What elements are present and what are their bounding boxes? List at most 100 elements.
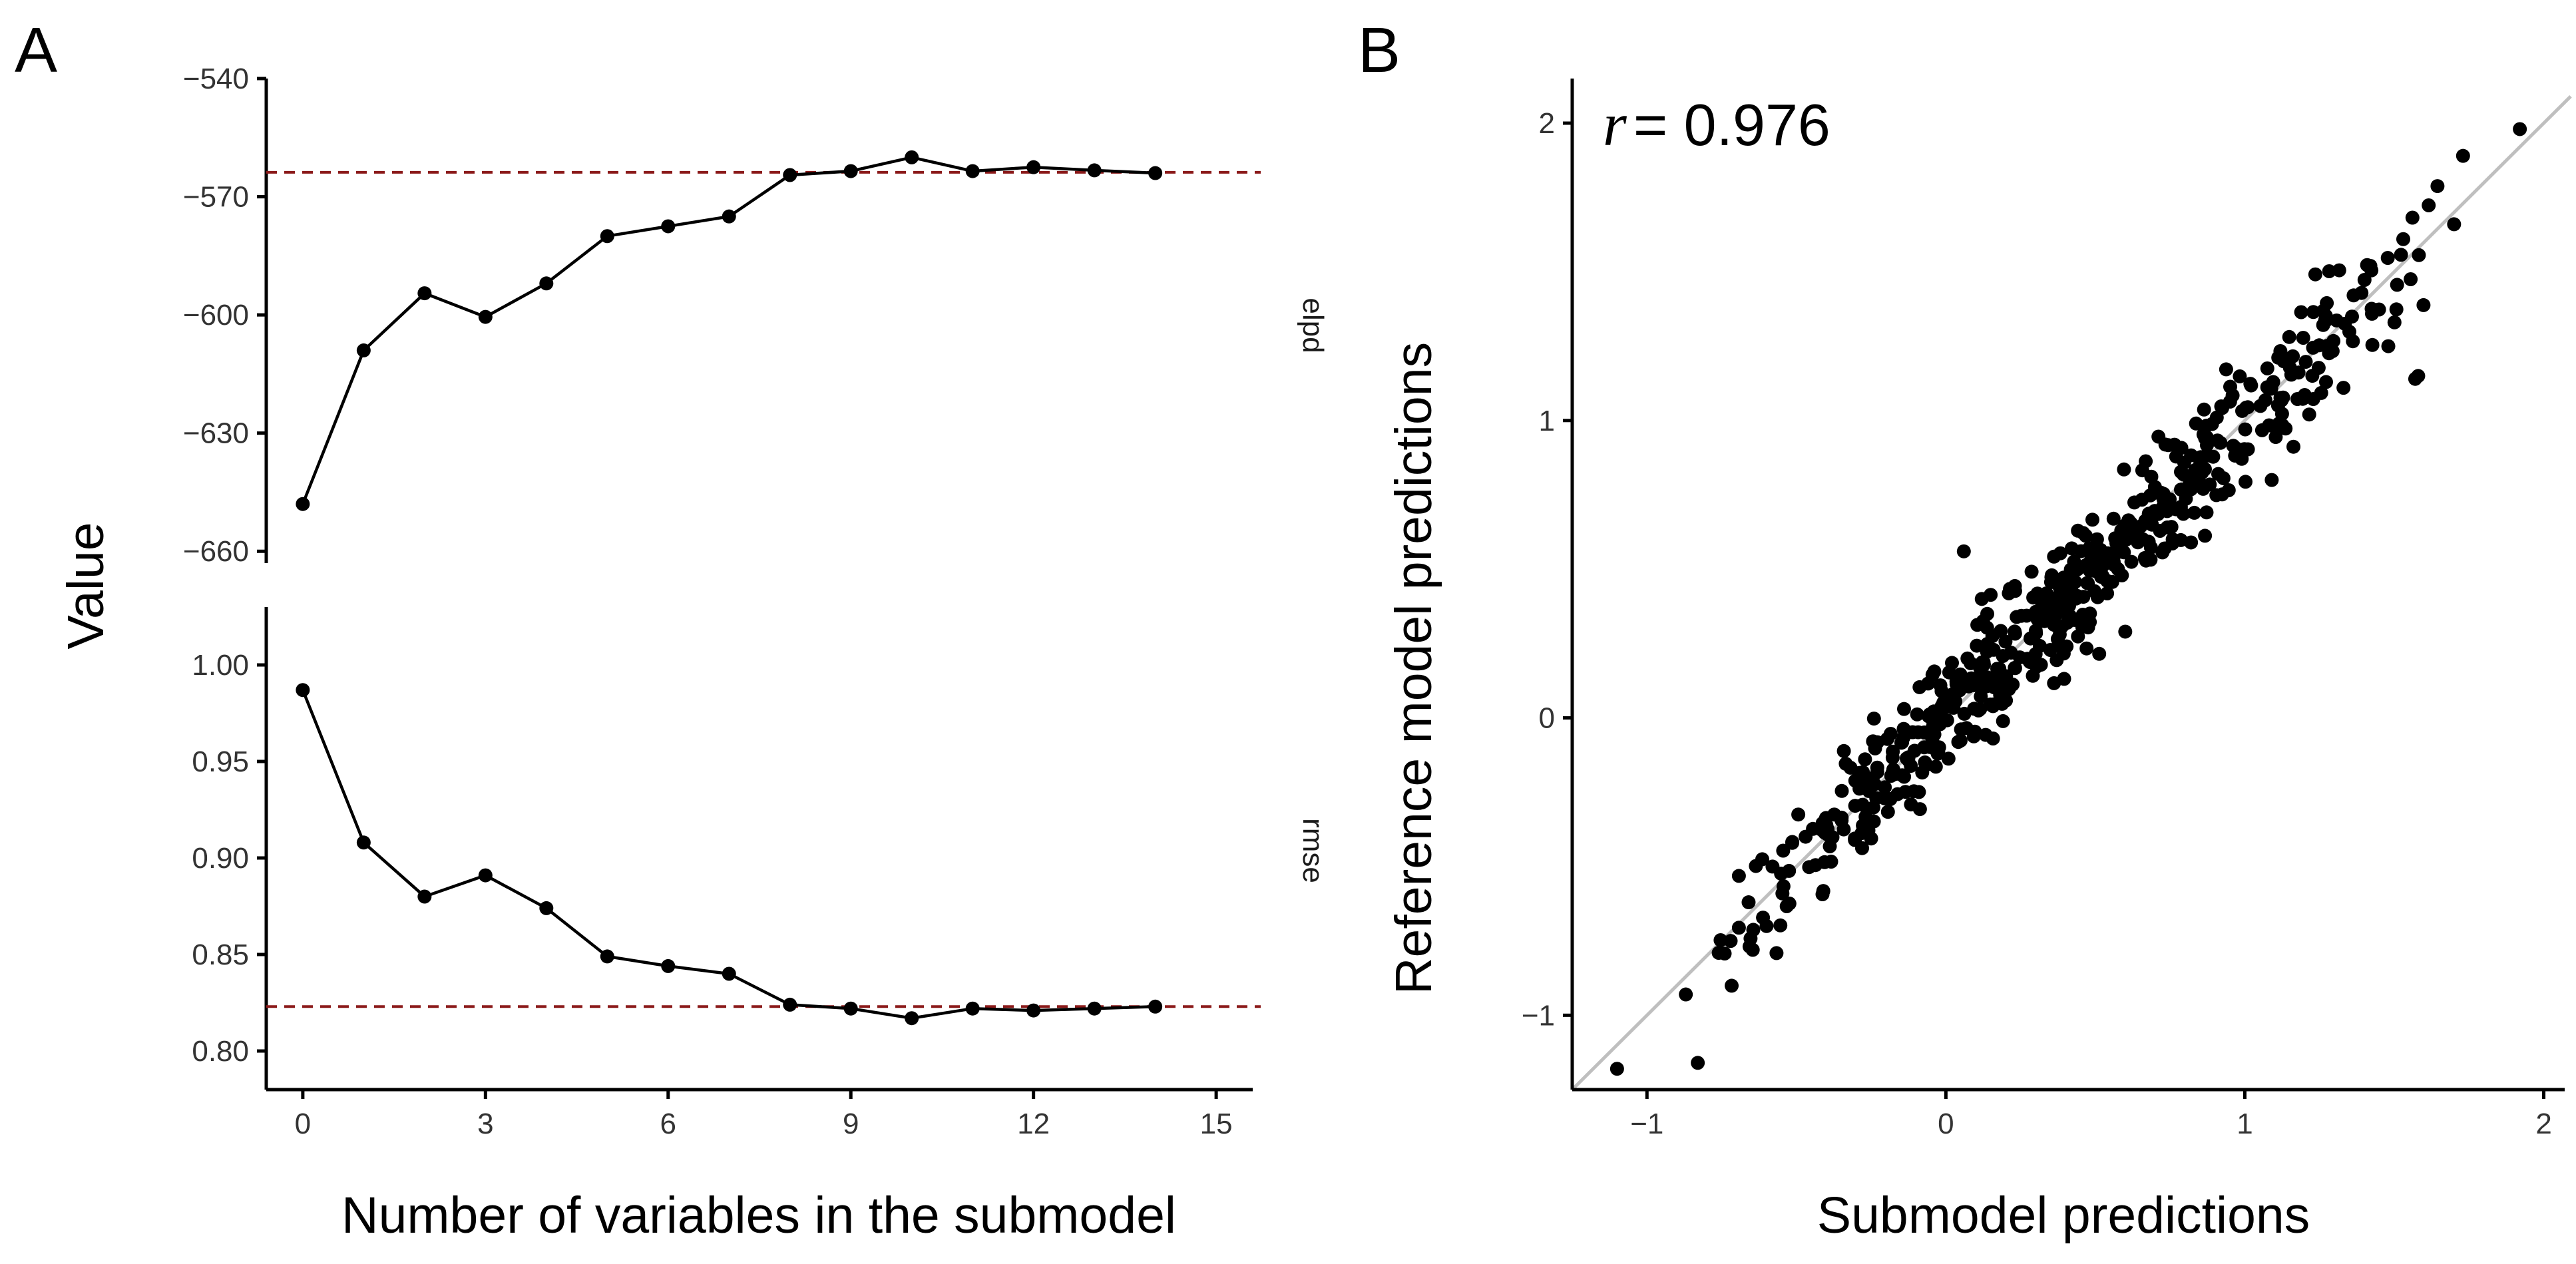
- scatter-point: [1964, 656, 1978, 670]
- scatter-point: [1866, 800, 1880, 815]
- scatter-point: [2002, 682, 2016, 696]
- scatter-point: [1966, 729, 1981, 743]
- scatter-point: [2322, 264, 2336, 278]
- scatter-point: [2193, 477, 2207, 492]
- scatter-point: [1817, 855, 1832, 869]
- scatter-point: [1890, 787, 1905, 801]
- elpd-point: [417, 286, 432, 301]
- scatter-point: [2302, 407, 2316, 422]
- scatter-point: [2336, 381, 2351, 395]
- rmse-y-axis: 1.00 0.95 0.90 0.85 0.80: [192, 607, 268, 1090]
- rmse-point: [1087, 1001, 1102, 1016]
- panel-letter-b: B: [1358, 15, 1400, 86]
- scatter-point: [2239, 475, 2253, 489]
- scatter-point: [1866, 814, 1881, 829]
- scatter-point: [2253, 399, 2268, 413]
- elpd-point: [843, 164, 858, 178]
- scatter-point: [2316, 317, 2330, 332]
- scatter-point: [1918, 755, 1932, 769]
- scatter-point: [1723, 934, 1738, 948]
- rmse-point: [783, 997, 797, 1012]
- panel-letter-a: A: [15, 15, 57, 86]
- scatter-point: [1967, 702, 1982, 716]
- scatter-point: [1934, 699, 1949, 714]
- elpd-point: [1087, 163, 1102, 178]
- scatter-points: [1610, 122, 2527, 1076]
- scatter-point: [2206, 449, 2221, 464]
- scatter-point: [1610, 1062, 1624, 1076]
- scatter-point: [2029, 626, 2043, 640]
- scatter-point: [2117, 462, 2131, 477]
- scatter-point: [2184, 535, 2199, 550]
- scatter-point: [2389, 302, 2404, 317]
- scatter-point: [2083, 563, 2097, 578]
- panel-b-y-tick-label: 1: [1539, 405, 1555, 437]
- scatter-point: [2065, 541, 2079, 556]
- panel-b-x-axis-title: Submodel predictions: [1817, 1187, 2310, 1244]
- scatter-point: [2404, 272, 2418, 286]
- scatter-point: [2135, 463, 2149, 478]
- panel-a-x-tick-label: 15: [1200, 1108, 1233, 1140]
- scatter-point: [1731, 921, 1746, 935]
- scatter-point: [1910, 707, 1924, 722]
- scatter-point: [1834, 783, 1849, 798]
- scatter-point: [1978, 728, 1993, 742]
- elpd-point: [356, 343, 371, 357]
- scatter-point: [1870, 735, 1884, 749]
- rmse-point: [539, 901, 554, 915]
- scatter-point: [2346, 288, 2361, 303]
- scatter-point: [1994, 624, 2008, 638]
- scatter-point: [1769, 946, 1784, 960]
- scatter-point: [1819, 818, 1834, 833]
- scatter-point: [2100, 574, 2115, 588]
- panel-a: Value Number of variables in the submode…: [57, 63, 1329, 1244]
- elpd-y-tick-label: −660: [183, 535, 249, 568]
- scatter-point: [2381, 339, 2396, 353]
- scatter-point: [1746, 923, 1761, 937]
- scatter-point: [2238, 422, 2253, 437]
- scatter-point: [2210, 433, 2225, 448]
- scatter-point: [2264, 473, 2279, 487]
- correlation-annotation: r = 0.976: [1603, 91, 1830, 158]
- scatter-point: [2008, 584, 2022, 598]
- elpd-point: [539, 276, 554, 291]
- panel-b-x-tick-label: 0: [1938, 1108, 1954, 1140]
- scatter-point: [1886, 762, 1900, 777]
- scatter-point: [1791, 807, 1806, 822]
- scatter-point: [1945, 656, 1959, 670]
- elpd-y-tick-label: −630: [183, 417, 249, 450]
- scatter-point: [1815, 887, 1830, 901]
- scatter-point: [2121, 513, 2136, 528]
- scatter-point: [1741, 895, 1756, 910]
- rmse-point: [905, 1011, 919, 1026]
- scatter-point: [1974, 689, 1988, 704]
- scatter-point: [1782, 897, 1797, 911]
- scatter-point: [1897, 769, 1912, 784]
- scatter-point: [2092, 646, 2107, 661]
- panel-b-y-tick-label: 0: [1539, 702, 1555, 735]
- rmse-point: [965, 1001, 980, 1016]
- scatter-point: [2199, 505, 2214, 520]
- scatter-point: [1924, 728, 1938, 742]
- elpd-points: [296, 150, 1163, 511]
- rmse-point: [356, 835, 371, 850]
- scatter-point: [2127, 495, 2141, 510]
- scatter-point: [1759, 919, 1774, 933]
- scatter-point: [2024, 564, 2039, 579]
- elpd-point: [965, 164, 980, 178]
- elpd-series-line: [301, 156, 1156, 505]
- rmse-point: [843, 1001, 858, 1016]
- scatter-point: [2270, 398, 2285, 413]
- scatter-point: [2320, 296, 2334, 310]
- scatter-point: [2169, 449, 2183, 464]
- scatter-point: [2241, 400, 2255, 415]
- scatter-point: [2079, 528, 2093, 543]
- scatter-point: [2075, 620, 2089, 634]
- scatter-point: [1970, 678, 1985, 692]
- scatter-point: [2297, 388, 2312, 402]
- scatter-point: [2197, 402, 2211, 417]
- panel-a-x-axis-title: Number of variables in the submodel: [341, 1187, 1176, 1244]
- scatter-point: [1836, 743, 1851, 758]
- scatter-point: [1877, 791, 1892, 805]
